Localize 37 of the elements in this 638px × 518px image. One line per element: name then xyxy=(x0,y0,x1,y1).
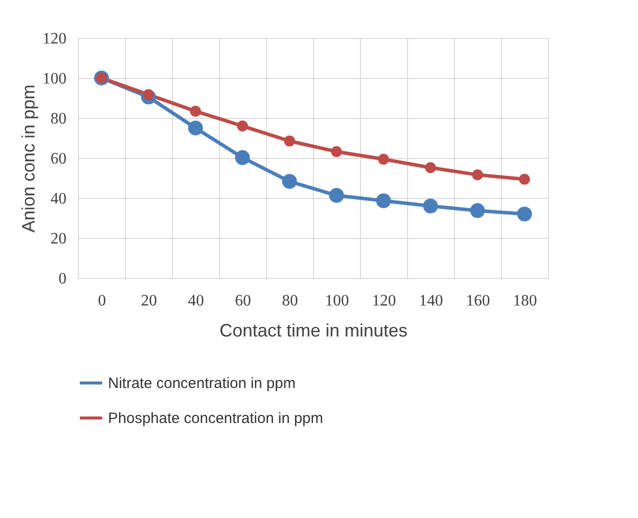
x-tick-label: 160 xyxy=(466,292,490,310)
point xyxy=(188,120,203,136)
point xyxy=(423,198,438,214)
legend-label: Phosphate concentration in ppm xyxy=(108,410,324,427)
point xyxy=(331,146,342,158)
x-tick-label: 20 xyxy=(141,292,157,310)
x-tick-label: 60 xyxy=(235,292,251,310)
y-axis-title: Anion conc in ppm xyxy=(18,84,38,233)
y-tick-label: 120 xyxy=(42,30,66,48)
point xyxy=(378,154,389,165)
y-tick-label: 60 xyxy=(50,150,66,168)
x-tick-label: 40 xyxy=(188,292,204,310)
x-tick-label: 140 xyxy=(419,292,443,310)
x-tick-label: 180 xyxy=(513,292,537,310)
point xyxy=(237,120,248,132)
point xyxy=(282,174,297,189)
point xyxy=(517,206,532,222)
y-tick-label: 0 xyxy=(58,270,66,288)
point xyxy=(472,169,483,180)
x-tick-label: 120 xyxy=(372,292,396,310)
legend-label: Nitrate concentration in ppm xyxy=(108,375,296,392)
y-tick-label: 100 xyxy=(42,70,66,88)
x-tick-label: 100 xyxy=(325,292,349,310)
point xyxy=(284,136,295,146)
y-tick-label: 80 xyxy=(50,110,66,128)
point xyxy=(329,188,344,203)
y-tick-label: 20 xyxy=(50,230,66,248)
x-tick-label: 80 xyxy=(282,292,298,310)
point xyxy=(425,162,436,174)
x-tick-label: 0 xyxy=(98,292,106,310)
x-axis-title: Contact time in minutes xyxy=(219,320,408,340)
point xyxy=(376,193,391,208)
point xyxy=(519,174,530,185)
point xyxy=(235,150,250,165)
y-tick-label: 40 xyxy=(50,190,66,208)
point xyxy=(190,106,201,117)
point xyxy=(470,203,485,218)
